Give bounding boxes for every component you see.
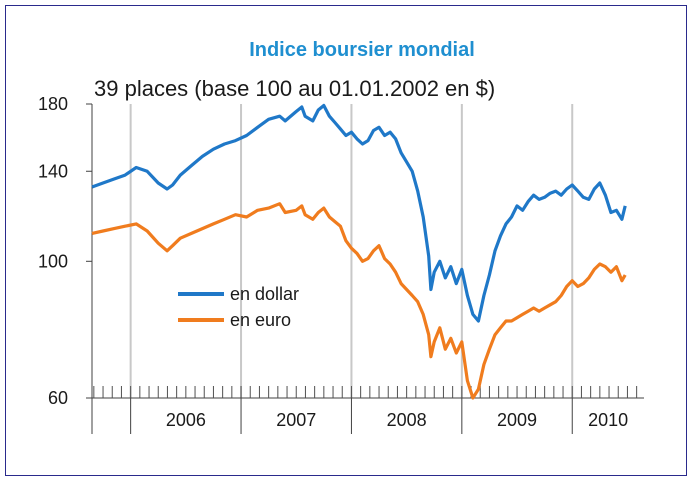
x-tick-label: 2008: [387, 410, 427, 430]
x-tick-label: 2010: [588, 410, 628, 430]
x-tick-label: 2009: [497, 410, 537, 430]
series-line-dollar: [91, 103, 627, 323]
y-tick-label: 140: [38, 161, 68, 181]
legend: en dollar en euro: [178, 284, 299, 330]
x-tick-label: 2006: [166, 410, 206, 430]
y-tick-label: 60: [48, 388, 68, 408]
chart-title: Indice boursier mondial: [249, 39, 475, 61]
chart-frame: Indice boursier mondial 39 places (base …: [5, 5, 687, 476]
chart-subtitle: 39 places (base 100 au 01.01.2002 en $): [94, 76, 495, 101]
chart-svg: Indice boursier mondial 39 places (base …: [38, 39, 644, 434]
x-tick-label: 2007: [276, 410, 316, 430]
series-lines: [91, 103, 627, 400]
y-tick-label: 180: [38, 94, 68, 114]
legend-label: en dollar: [230, 284, 299, 304]
grid-lines: [129, 104, 574, 398]
axes: 180 140 100 60 2006 2007 2008 2009 2010: [38, 94, 644, 434]
series-line-euro: [91, 202, 627, 400]
y-tick-label: 100: [38, 251, 68, 271]
legend-label: en euro: [230, 310, 291, 330]
